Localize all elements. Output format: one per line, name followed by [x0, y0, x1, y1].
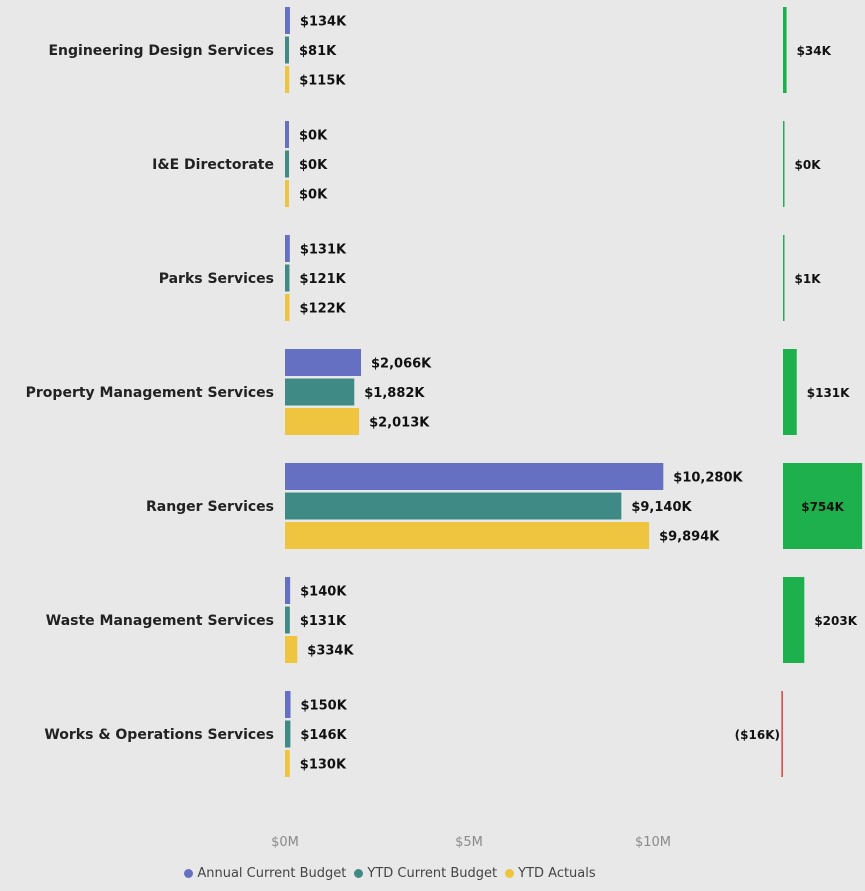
- category-label-works-operations-services: Works & Operations Services: [44, 727, 274, 743]
- category-label-engineering-design-services: Engineering Design Services: [48, 43, 274, 59]
- category-label-property-management-services: Property Management Services: [26, 385, 274, 401]
- bar-ytd-actuals-parks-services[interactable]: [285, 294, 290, 321]
- variance-bar-i-e-directorate[interactable]: [783, 121, 785, 207]
- x-tick-label-0: $0M: [271, 835, 299, 850]
- bar-annual-current-budget-ranger-services[interactable]: [285, 463, 664, 490]
- x-tick-label-2: $10M: [635, 835, 671, 850]
- legend-item-annual-current-budget[interactable]: Annual Current Budget: [184, 866, 346, 881]
- data-label-annual-current-budget-ranger-services: $10,280K: [673, 471, 743, 486]
- legend-item-ytd-actuals[interactable]: YTD Actuals: [505, 866, 596, 881]
- data-label-ytd-current-budget-engineering-design-services: $81K: [299, 44, 337, 59]
- variance-bar-ranger-services[interactable]: [783, 463, 863, 549]
- data-label-ytd-current-budget-works-operations-services: $146K: [300, 728, 347, 743]
- bar-ytd-actuals-works-operations-services[interactable]: [285, 750, 290, 777]
- variance-label-works-operations-services: ($16K): [735, 728, 780, 742]
- data-label-annual-current-budget-works-operations-services: $150K: [301, 699, 348, 714]
- data-label-ytd-actuals-works-operations-services: $130K: [300, 758, 347, 773]
- legend-label-ytd-current-budget: YTD Current Budget: [367, 866, 498, 881]
- bar-annual-current-budget-parks-services[interactable]: [285, 235, 290, 262]
- bar-ytd-current-budget-property-management-services[interactable]: [285, 378, 355, 406]
- variance-label-parks-services: $1K: [795, 272, 822, 286]
- data-label-ytd-actuals-engineering-design-services: $115K: [299, 74, 346, 89]
- bar-annual-current-budget-waste-management-services[interactable]: [285, 577, 291, 604]
- bar-ytd-actuals-ranger-services[interactable]: [285, 522, 650, 549]
- variance-bar-waste-management-services[interactable]: [783, 577, 805, 663]
- bar-annual-current-budget-engineering-design-services[interactable]: [285, 7, 290, 34]
- data-label-ytd-actuals-ranger-services: $9,894K: [659, 530, 720, 545]
- legend-label-annual-current-budget: Annual Current Budget: [197, 866, 347, 881]
- bar-ytd-current-budget-engineering-design-services[interactable]: [285, 36, 289, 64]
- bar-annual-current-budget-i-e-directorate[interactable]: [285, 121, 289, 148]
- variance-bar-engineering-design-services[interactable]: [783, 7, 787, 93]
- category-label-ranger-services: Ranger Services: [146, 499, 274, 515]
- category-label-i-e-directorate: I&E Directorate: [152, 157, 274, 173]
- budget-bar-chart: Engineering Design Services $134K $81K $115…: [26, 7, 863, 850]
- data-label-ytd-current-budget-waste-management-services: $131K: [300, 614, 347, 629]
- data-label-ytd-actuals-property-management-services: $2,013K: [369, 416, 430, 431]
- bar-annual-current-budget-property-management-services[interactable]: [285, 349, 362, 376]
- data-label-ytd-current-budget-i-e-directorate: $0K: [299, 158, 328, 173]
- variance-bar-parks-services[interactable]: [783, 235, 785, 321]
- legend-item-ytd-current-budget[interactable]: YTD Current Budget: [354, 866, 497, 881]
- legend-marker-annual-current-budget: [184, 869, 194, 878]
- data-label-ytd-current-budget-parks-services: $121K: [299, 272, 346, 287]
- variance-label-engineering-design-services: $34K: [797, 44, 832, 58]
- bar-ytd-current-budget-ranger-services[interactable]: [285, 492, 622, 520]
- bar-ytd-current-budget-works-operations-services[interactable]: [285, 720, 291, 748]
- bar-annual-current-budget-works-operations-services[interactable]: [285, 691, 291, 718]
- bar-ytd-actuals-i-e-directorate[interactable]: [285, 180, 289, 207]
- bar-ytd-actuals-waste-management-services[interactable]: [285, 636, 298, 663]
- data-label-ytd-actuals-i-e-directorate: $0K: [299, 188, 328, 203]
- data-label-ytd-current-budget-property-management-services: $1,882K: [364, 386, 425, 401]
- variance-label-ranger-services: $754K: [801, 500, 844, 514]
- bar-ytd-actuals-property-management-services[interactable]: [285, 408, 360, 435]
- variance-label-i-e-directorate: $0K: [795, 158, 822, 172]
- category-label-waste-management-services: Waste Management Services: [46, 613, 274, 629]
- data-label-ytd-current-budget-ranger-services: $9,140K: [631, 500, 692, 515]
- variance-bar-works-operations-services[interactable]: [781, 691, 783, 777]
- legend-label-ytd-actuals: YTD Actuals: [518, 866, 596, 881]
- data-label-annual-current-budget-i-e-directorate: $0K: [299, 129, 328, 144]
- legend-marker-ytd-current-budget: [354, 869, 364, 878]
- bar-ytd-current-budget-i-e-directorate[interactable]: [285, 150, 289, 178]
- data-label-annual-current-budget-engineering-design-services: $134K: [300, 15, 347, 30]
- data-label-ytd-actuals-waste-management-services: $334K: [307, 644, 354, 659]
- category-label-parks-services: Parks Services: [159, 271, 274, 287]
- x-tick-label-1: $5M: [455, 835, 483, 850]
- variance-label-property-management-services: $131K: [807, 386, 850, 400]
- chart-legend: Annual Current Budget YTD Current Budget Y…: [0, 866, 780, 881]
- bar-ytd-current-budget-waste-management-services[interactable]: [285, 606, 290, 634]
- legend-marker-ytd-actuals: [505, 869, 515, 878]
- variance-label-waste-management-services: $203K: [814, 614, 857, 628]
- variance-bar-property-management-services[interactable]: [783, 349, 797, 435]
- data-label-annual-current-budget-parks-services: $131K: [300, 243, 347, 258]
- data-label-annual-current-budget-waste-management-services: $140K: [300, 585, 347, 600]
- bar-ytd-actuals-engineering-design-services[interactable]: [285, 66, 290, 93]
- data-label-annual-current-budget-property-management-services: $2,066K: [371, 357, 432, 372]
- bar-ytd-current-budget-parks-services[interactable]: [285, 264, 290, 292]
- data-label-ytd-actuals-parks-services: $122K: [299, 302, 346, 317]
